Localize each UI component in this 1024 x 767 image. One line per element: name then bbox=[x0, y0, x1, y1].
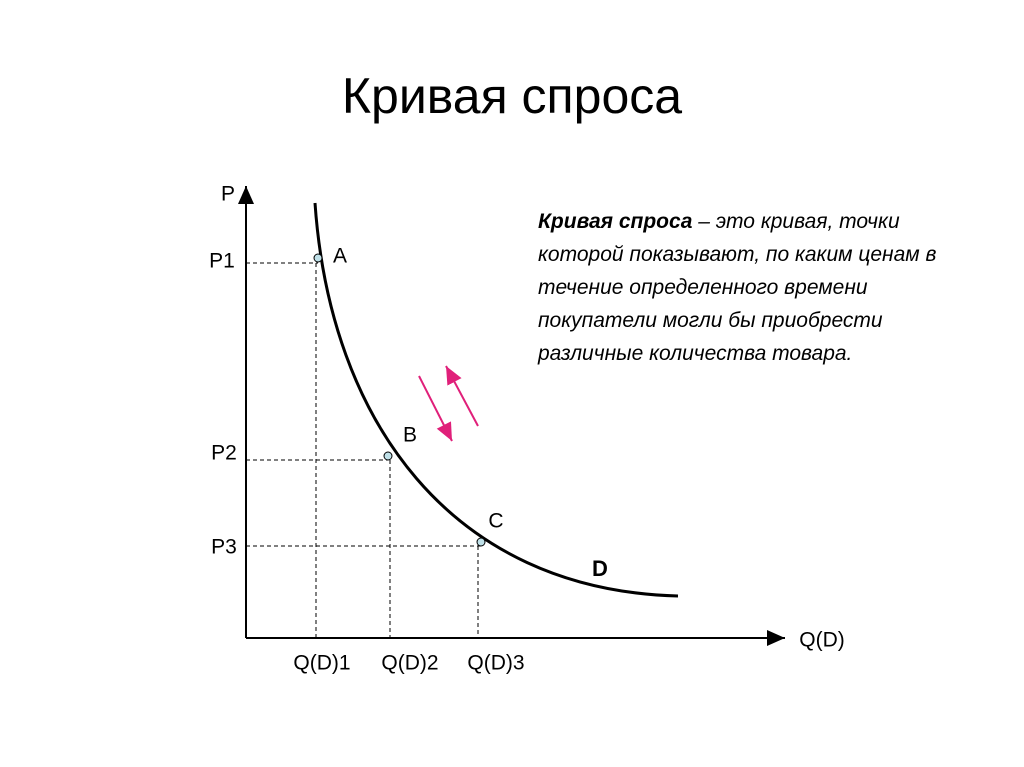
direction-arrow bbox=[418, 375, 453, 442]
direction-arrow bbox=[445, 365, 479, 427]
curve-label: D bbox=[592, 556, 608, 581]
price-label: P2 bbox=[211, 442, 237, 465]
title: Кривая спроса bbox=[342, 68, 682, 124]
price-label: P3 bbox=[211, 536, 237, 559]
point-label: A bbox=[333, 245, 347, 268]
demand-curve bbox=[313, 202, 679, 598]
definition: Кривая спроса – это кривая, точки которо… bbox=[538, 205, 948, 370]
point bbox=[313, 253, 323, 263]
quantity-label: Q(D)3 bbox=[467, 652, 524, 675]
point bbox=[476, 537, 486, 547]
definition-term: Кривая спроса bbox=[538, 210, 693, 233]
point-label: C bbox=[488, 510, 503, 533]
y-axis-label: P bbox=[221, 183, 235, 206]
point-label: B bbox=[403, 424, 417, 447]
quantity-label: Q(D)1 bbox=[293, 652, 350, 675]
guide-lines bbox=[246, 262, 481, 638]
x-axis-label: Q(D) bbox=[799, 629, 845, 652]
definition-text: – это кривая, точки которой показывают, … bbox=[538, 210, 937, 365]
point bbox=[383, 451, 393, 461]
price-label: P1 bbox=[209, 250, 235, 273]
quantity-label: Q(D)2 bbox=[381, 652, 438, 675]
